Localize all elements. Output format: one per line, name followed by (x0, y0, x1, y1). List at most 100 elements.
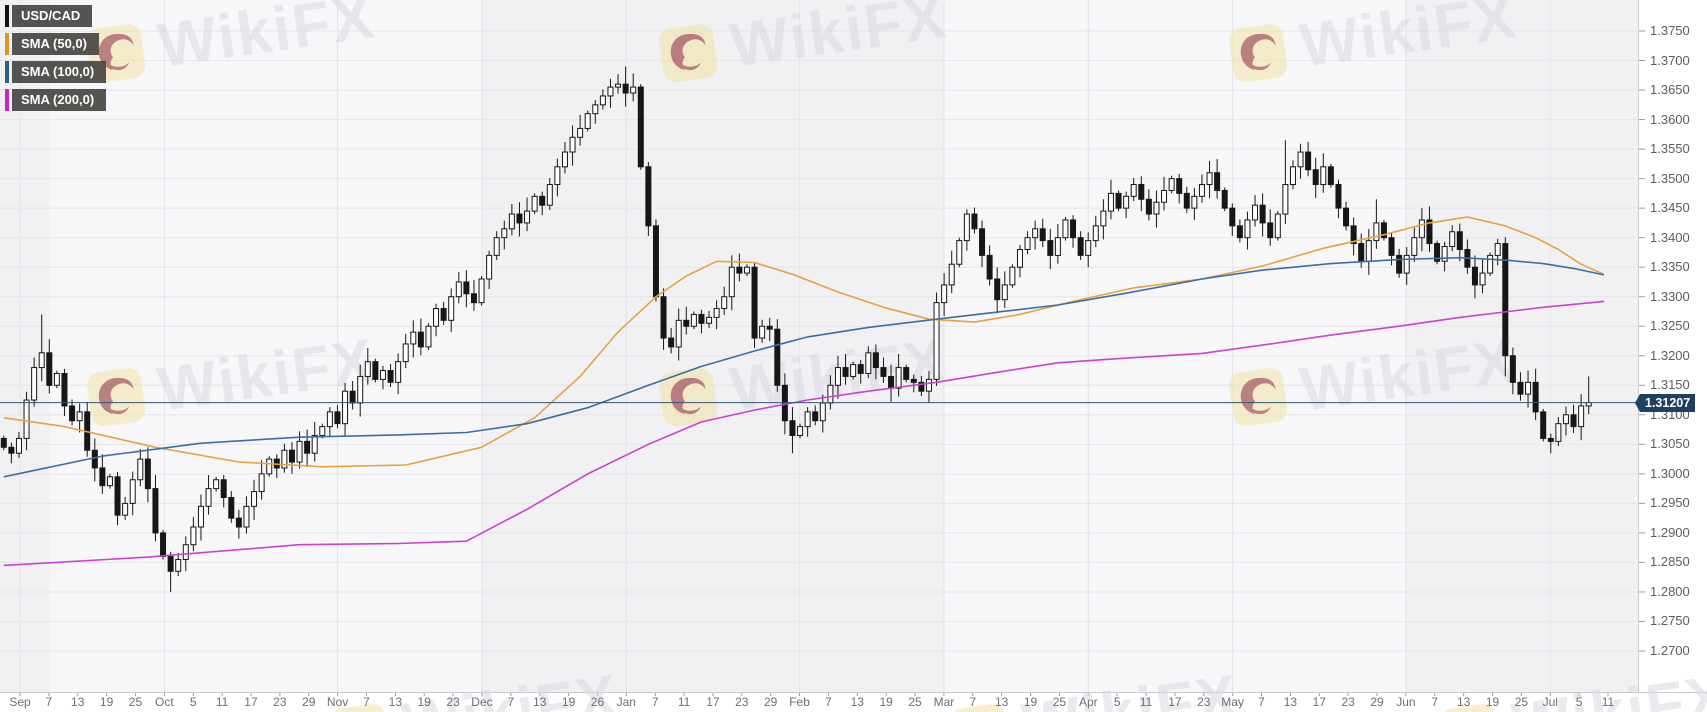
date-tick-label: 17 (1312, 695, 1326, 709)
bull-candle-body (197, 505, 204, 528)
bull-candle-body (1062, 219, 1069, 239)
legend-item-label: SMA (50,0) (12, 33, 99, 55)
date-tick-label: Jan (616, 695, 636, 709)
bull-candle-body (615, 83, 622, 88)
bull-candle-body (804, 411, 811, 428)
price-tick-label: 1.3450 (1650, 200, 1690, 216)
bear-candle-body (1267, 222, 1274, 239)
bear-candle-body (1540, 411, 1547, 439)
legend-item-sma-50-0[interactable]: SMA (50,0) (5, 33, 106, 55)
date-tick-label: 11 (1139, 695, 1153, 709)
bull-candle-body (326, 411, 333, 428)
bear-candle-body (1229, 207, 1236, 227)
bear-candle-body (99, 467, 106, 487)
bear-candle-body (1138, 184, 1145, 200)
date-tick-label: 7 (363, 695, 370, 709)
series-color-swatch (5, 89, 9, 111)
bear-candle-body (91, 449, 98, 469)
price-tick-label: 1.3750 (1650, 23, 1690, 38)
bull-candle-body (478, 278, 485, 304)
last-price-badge: 1.31207 (1634, 393, 1696, 412)
bear-candle-body (652, 225, 659, 298)
last-price-value: 1.31207 (1645, 395, 1691, 410)
bear-candle-body (1517, 381, 1524, 395)
bull-candle-body (311, 434, 318, 454)
bear-candle-body (1259, 204, 1266, 224)
bull-candle-body (1441, 246, 1448, 262)
bull-candle-body (1244, 219, 1251, 239)
date-tick-label: Oct (155, 695, 174, 709)
bear-candle-body (994, 278, 1001, 301)
price-tick-label: 1.3250 (1650, 318, 1690, 334)
date-tick-label: 5 (1113, 695, 1121, 709)
bear-candle-body (61, 372, 68, 407)
bull-candle-body (933, 302, 940, 380)
bull-candle-body (1555, 423, 1562, 442)
bull-candle-body (190, 526, 197, 546)
date-tick-label: Jun (1396, 695, 1416, 709)
bull-candle-body (1123, 195, 1130, 209)
date-tick-label: 5 (189, 695, 197, 709)
bear-candle-body (539, 195, 546, 206)
bear-candle-body (660, 296, 667, 339)
bull-candle-body (1365, 240, 1372, 262)
price-tick-label: 1.3050 (1650, 436, 1690, 452)
bull-candle-body (819, 402, 826, 422)
bear-candle-body (1183, 192, 1190, 209)
date-tick-label: 7 (825, 695, 832, 709)
bull-candle-body (925, 378, 932, 392)
bull-candle-body (524, 210, 531, 224)
date-tick-label: 13 (533, 695, 547, 709)
bull-candle-body (1373, 222, 1380, 242)
date-tick-label: 25 (1052, 695, 1067, 709)
bull-candle-body (1191, 195, 1198, 209)
bear-candle-body (463, 281, 470, 295)
bull-candle-body (743, 266, 750, 274)
price-tick-label: 1.3300 (1650, 288, 1690, 304)
bull-candle-body (31, 367, 38, 401)
bull-candle-body (425, 325, 432, 348)
bull-candle-body (1578, 405, 1585, 428)
bear-candle-body (1305, 151, 1312, 171)
date-tick-label: May (1221, 695, 1244, 709)
date-tick-label: 23 (273, 695, 287, 709)
price-tick-label: 1.2800 (1650, 583, 1690, 599)
sma-100-line (3, 256, 1605, 478)
date-tick-label: 19 (99, 695, 114, 709)
legend-item-sma-100-0[interactable]: SMA (100,0) (5, 61, 107, 83)
legend-item-sma-200-0[interactable]: SMA (200,0) (5, 89, 107, 111)
date-tick-label: 11 (677, 695, 691, 709)
date-tick-label: 26 (590, 695, 605, 709)
sma-200-line (3, 300, 1604, 567)
bear-candle-body (1350, 225, 1357, 245)
bear-candle-body (144, 458, 151, 490)
bear-candle-body (645, 166, 652, 227)
bear-candle-body (979, 228, 986, 256)
price-tick-label: 1.3350 (1650, 259, 1690, 275)
bull-candle-body (319, 426, 326, 436)
bull-candle-body (1001, 284, 1008, 301)
bear-candle-body (304, 440, 311, 454)
date-tick-label: 13 (1283, 695, 1298, 709)
bear-candle-body (1327, 166, 1334, 186)
bull-candle-body (258, 473, 265, 493)
bull-candle-body (607, 86, 614, 97)
date-tick-label: Mar (933, 695, 955, 709)
legend-item-usd-cad[interactable]: USD/CAD (5, 5, 106, 27)
date-tick-label: Nov (326, 695, 349, 709)
legend-item-label: USD/CAD (12, 5, 93, 27)
bull-candle-body (1054, 237, 1061, 256)
price-tick-label: 1.2700 (1650, 643, 1690, 658)
bull-candle-body (137, 458, 144, 481)
bear-candle-body (1358, 243, 1365, 262)
bull-candle-body (395, 361, 402, 383)
bull-candle-body (364, 361, 371, 377)
bull-candle-body (379, 370, 386, 380)
bull-candle-body (827, 384, 834, 404)
bull-candle-body (455, 281, 462, 298)
price-tick-label: 1.2750 (1650, 613, 1690, 629)
price-tick-label: 1.3000 (1650, 465, 1690, 481)
bull-candle-body (402, 343, 409, 363)
bull-candle-body (1168, 178, 1175, 191)
